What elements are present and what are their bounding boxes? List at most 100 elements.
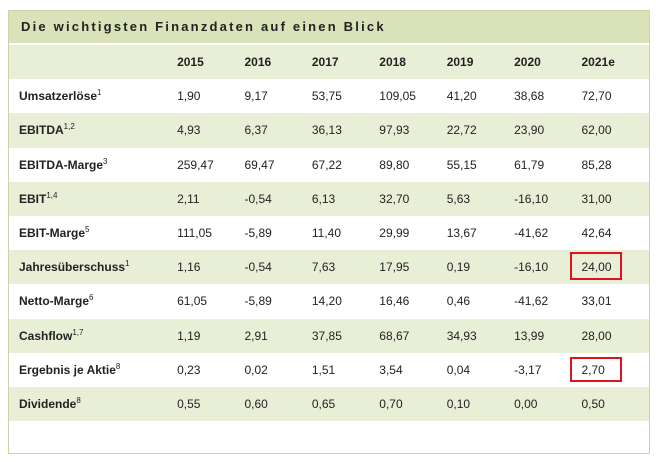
value-cell: 34,93 (446, 318, 515, 353)
footnote-marker: 5 (85, 225, 90, 235)
financial-table-frame: Die wichtigsten Finanzdaten auf einen Bl… (8, 10, 650, 454)
value-cell: 2,70 (569, 353, 650, 387)
value-text: 5,63 (446, 191, 471, 206)
value-text: 69,47 (244, 157, 275, 172)
value-cell: 0,10 (446, 386, 515, 422)
table-row: EBITDA1,2 4,93 6,37 36,13 97,93 22,72 23,90 62,… (9, 113, 649, 148)
value-text: 13,67 (446, 226, 477, 241)
row-label: EBIT-Marge5 (9, 216, 177, 250)
row-label-text: EBIT-Marge (19, 226, 86, 241)
value-cell: 28,00 (581, 318, 649, 353)
table-row: Ergebnis je Aktie8 0,23 0,02 1,51 3,54 0,04 -3… (9, 353, 649, 387)
value-cell: 2,11 (177, 181, 245, 216)
year-header: 2018 (379, 45, 447, 80)
table-row: EBITDA-Marge3 259,47 69,47 67,22 89,80 55,15 6… (9, 148, 649, 182)
value-text: -3,17 (514, 362, 542, 377)
value-cell: -5,89 (244, 216, 311, 250)
value-text: 0,02 (244, 362, 268, 377)
highlight-box (569, 252, 622, 281)
value-text: 23,90 (514, 123, 545, 138)
row-label: EBIT1,4 (9, 181, 178, 216)
value-cell: -5,89 (244, 284, 311, 318)
value-cell: 0,04 (447, 353, 514, 387)
value-cell: 37,85 (311, 318, 380, 353)
value-text: 17,95 (379, 260, 410, 275)
value-cell: -3,17 (514, 353, 581, 387)
value-text: 14,20 (311, 294, 342, 309)
year-header-row: 2015 2016 2017 2018 2019 2020 2021e (9, 45, 649, 80)
value-text: -41,62 (514, 294, 549, 309)
value-cell: -41,62 (514, 216, 581, 250)
value-text: 1,16 (177, 260, 201, 275)
value-cell: 3,54 (379, 353, 446, 387)
value-text: 109,05 (379, 89, 416, 104)
value-cell: 259,47 (177, 148, 244, 182)
value-cell: 1,19 (177, 318, 245, 353)
row-label-text: EBITDA-Marge (19, 157, 104, 172)
value-cell: 72,70 (582, 79, 650, 113)
value-text: 2,11 (177, 191, 200, 206)
value-cell: 61,05 (177, 284, 244, 318)
value-text: 7,63 (311, 260, 336, 275)
value-text: 1,90 (177, 89, 201, 104)
row-label: Umsatzerlöse1 (9, 79, 177, 113)
value-cell: 31,00 (581, 181, 649, 216)
table-row: Umsatzerlöse1 1,90 9,17 53,75 109,05 41,20 38,… (9, 79, 649, 113)
value-cell: 0,55 (177, 386, 245, 422)
value-text: 67,22 (311, 157, 342, 172)
value-cell: 22,72 (446, 113, 515, 148)
value-cell: 6,13 (311, 181, 380, 216)
value-text: 34,93 (446, 328, 477, 343)
value-cell: 61,79 (514, 148, 581, 182)
value-cell: 32,70 (379, 181, 447, 216)
value-cell: -0,54 (244, 181, 312, 216)
value-cell: 36,13 (311, 113, 380, 148)
value-cell: 33,01 (582, 284, 650, 318)
row-label-text: Netto-Marge (19, 294, 90, 309)
value-cell: 2,91 (244, 318, 312, 353)
value-text: 97,93 (379, 123, 410, 138)
table-row: EBIT-Marge5 111,05 -5,89 11,40 29,99 13,67 -41… (9, 216, 649, 250)
value-cell: 7,63 (311, 250, 380, 285)
value-text: 41,20 (446, 89, 477, 104)
value-cell: 67,22 (312, 148, 379, 182)
value-text: -0,54 (244, 260, 272, 275)
value-text: -41,62 (514, 226, 549, 241)
footnote-marker: 1,4 (46, 190, 58, 200)
header-empty-cell (9, 45, 178, 80)
value-cell: 1,16 (177, 250, 245, 285)
row-label-text: Dividende (19, 396, 77, 411)
value-cell: 17,95 (379, 250, 447, 285)
value-text: 2,70 (581, 362, 605, 377)
table-row: Jahresüberschuss1 1,16 -0,54 7,63 17,95 0,19-… (9, 250, 649, 285)
value-cell: 14,20 (312, 284, 379, 318)
value-cell: 53,75 (312, 79, 379, 113)
value-text: 6,13 (311, 191, 336, 206)
value-text: -16,10 (514, 191, 549, 206)
value-text: -16,10 (514, 260, 549, 275)
table-row: Cashflow1,7 1,19 2,91 37,85 68,67 34,93 13,99 2… (9, 318, 649, 353)
value-text: 1,51 (311, 362, 336, 377)
value-cell: 0,02 (244, 353, 311, 387)
row-label: Cashflow1,7 (9, 318, 178, 353)
value-cell: 13,67 (447, 216, 514, 250)
footnote-marker: 6 (89, 293, 94, 303)
value-text: 0,50 (581, 396, 605, 411)
row-label: Ergebnis je Aktie8 (9, 353, 177, 387)
value-text: 1,19 (177, 328, 201, 343)
value-cell: 111,05 (177, 216, 244, 250)
value-text: 37,85 (311, 328, 342, 343)
value-cell: -16,10 (514, 181, 582, 216)
value-text: 42,64 (581, 226, 612, 241)
year-header: 2016 (244, 45, 312, 80)
value-text: 16,46 (379, 294, 410, 309)
value-cell: 38,68 (514, 79, 581, 113)
year-header: 2021e (581, 45, 649, 80)
footnote-marker: 3 (103, 156, 108, 166)
financial-data-table: 2015 2016 2017 2018 2019 2020 2021e Umsa… (9, 45, 650, 422)
value-cell: 62,00 (581, 113, 649, 148)
value-text: 6,37 (244, 123, 268, 138)
value-text: 31,00 (581, 191, 612, 206)
value-text: 24,00 (581, 260, 612, 275)
value-text: 111,05 (177, 226, 212, 241)
